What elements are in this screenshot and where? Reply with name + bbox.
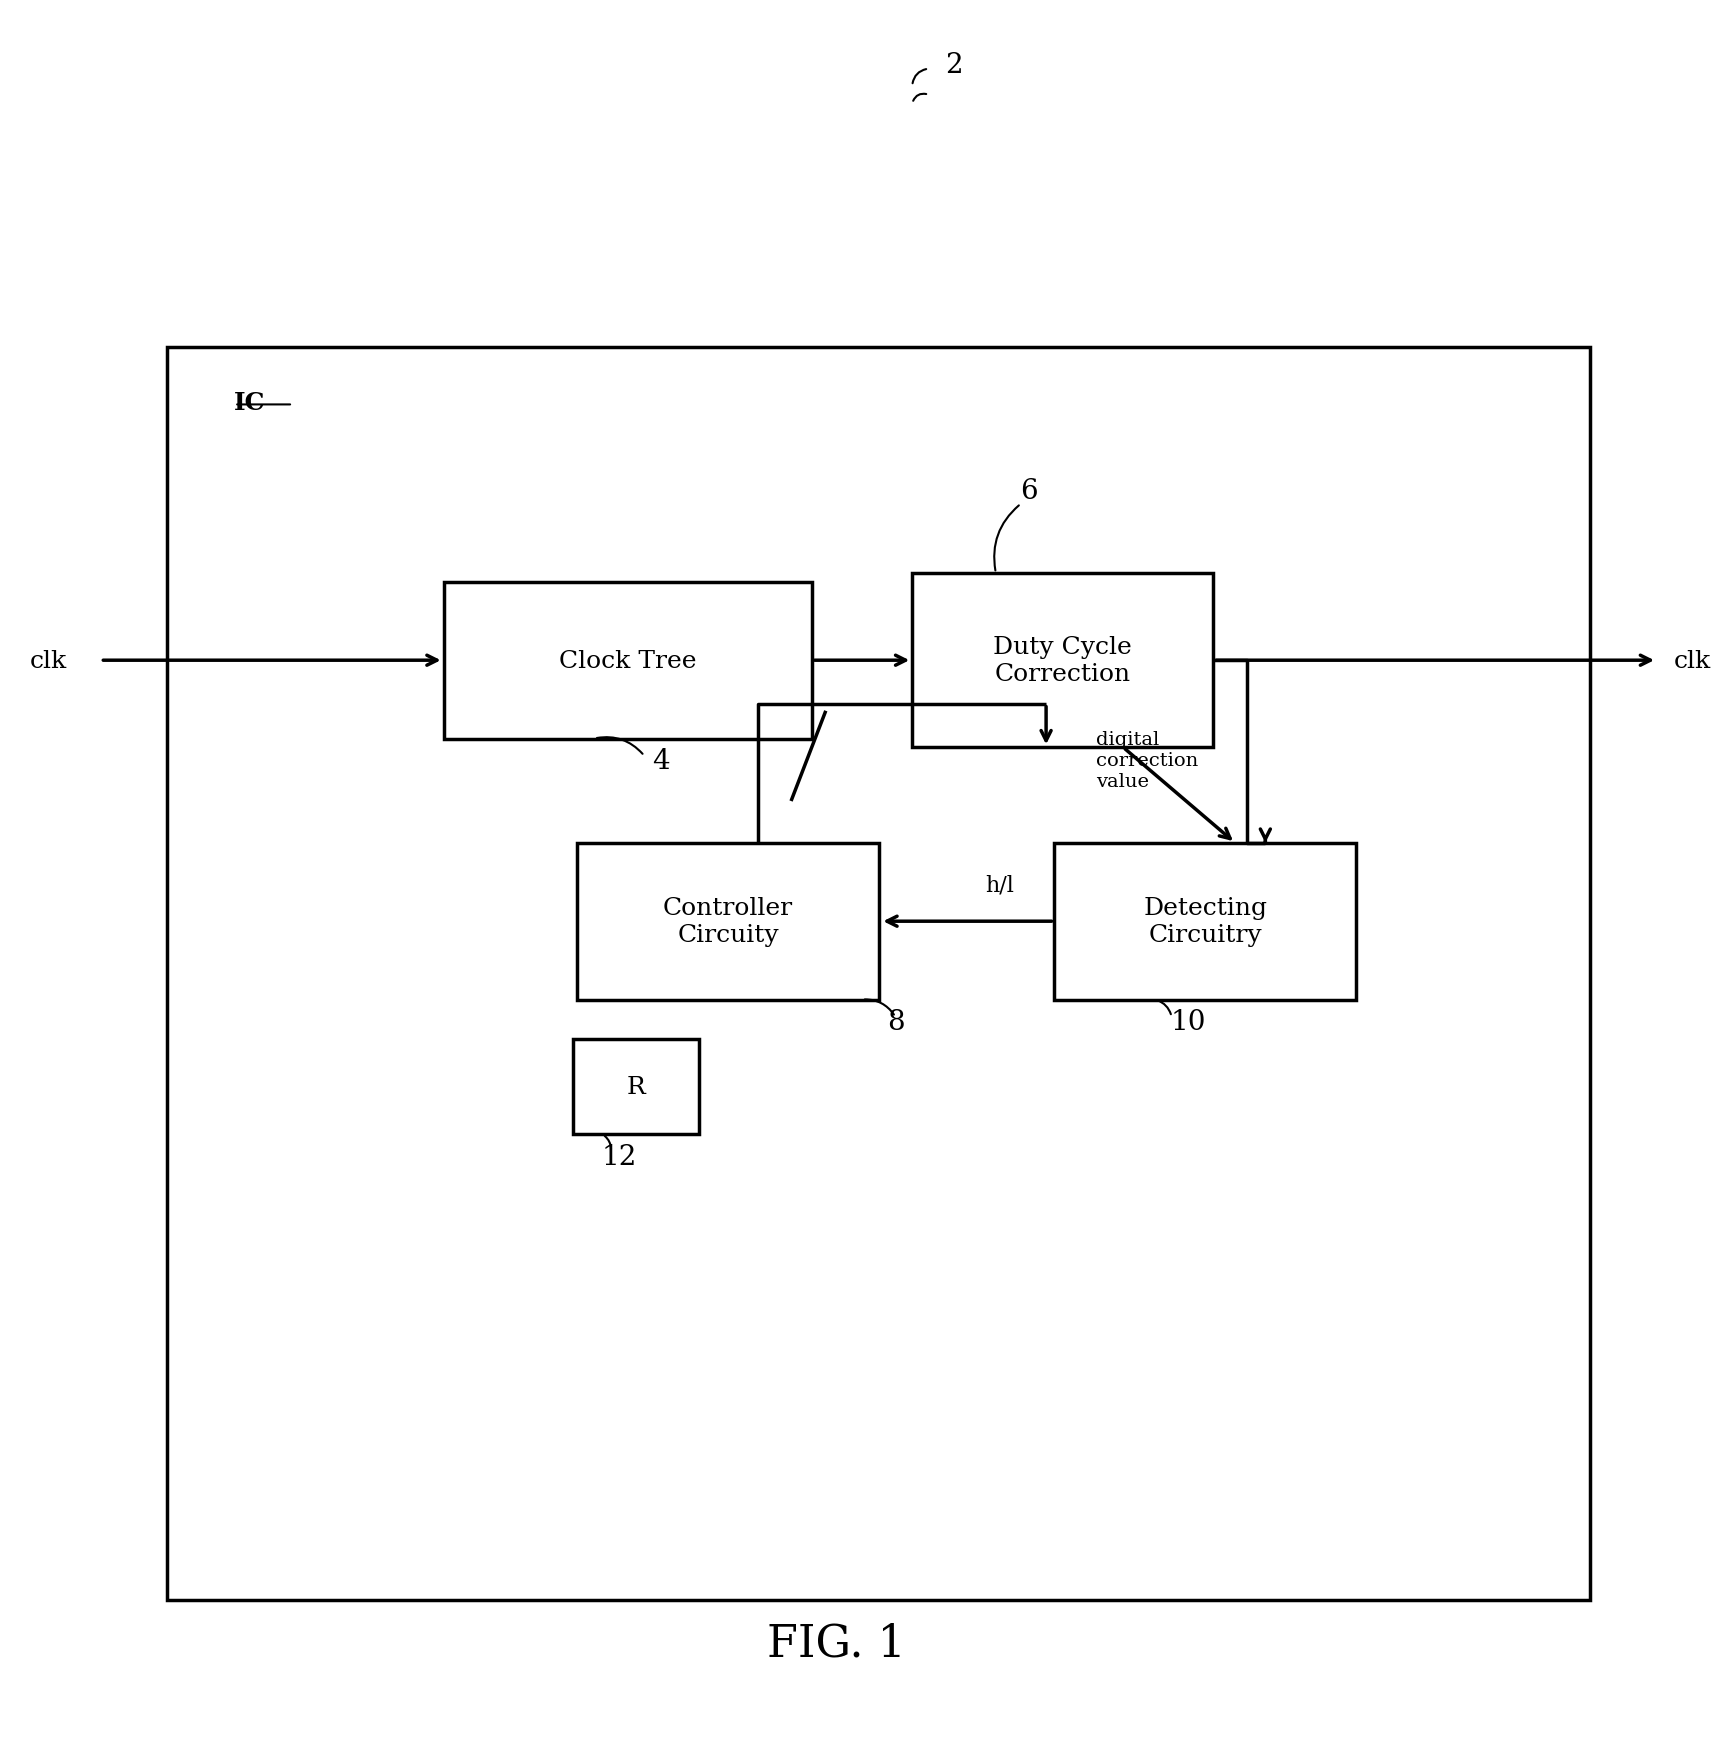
Text: h/l: h/l (986, 873, 1015, 896)
Text: clk: clk (1673, 649, 1711, 673)
Text: 10: 10 (1170, 1009, 1206, 1036)
Text: 6: 6 (1020, 478, 1039, 506)
Text: Controller
Circuity: Controller Circuity (664, 897, 794, 946)
Text: 4: 4 (652, 748, 671, 776)
Text: FIG. 1: FIG. 1 (768, 1622, 907, 1664)
Text: 8: 8 (886, 1009, 905, 1036)
FancyBboxPatch shape (573, 1038, 698, 1136)
Text: clk: clk (29, 649, 67, 673)
FancyBboxPatch shape (912, 574, 1213, 748)
Text: Duty Cycle
Correction: Duty Cycle Correction (994, 636, 1133, 685)
Text: IC: IC (234, 391, 265, 416)
Text: 2: 2 (944, 52, 963, 80)
FancyBboxPatch shape (443, 583, 811, 739)
Text: digital
correction
value: digital correction value (1097, 730, 1199, 791)
Text: R: R (626, 1075, 645, 1099)
Text: Clock Tree: Clock Tree (559, 649, 696, 673)
Text: 12: 12 (602, 1144, 636, 1170)
FancyBboxPatch shape (1054, 843, 1355, 1000)
FancyBboxPatch shape (168, 348, 1590, 1600)
FancyBboxPatch shape (577, 843, 879, 1000)
Text: Detecting
Circuitry: Detecting Circuitry (1143, 897, 1268, 946)
